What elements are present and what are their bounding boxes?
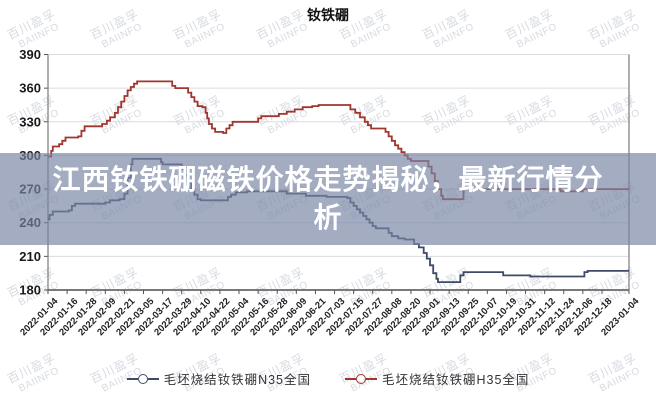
legend-label-n35: 毛坯烧结钕铁硼N35全国 [163, 373, 311, 387]
y-axis-label-390: 390 [19, 47, 41, 62]
y-axis-label-210: 210 [19, 249, 41, 264]
y-axis-label-360: 360 [19, 81, 41, 96]
line-circle-marker-icon [126, 373, 159, 384]
headline-text-line1: 江西钕铁硼磁铁价格走势揭秘，最新行情分 [52, 164, 604, 195]
legend-item-n35[interactable]: 毛坯烧结钕铁硼N35全国 [126, 369, 311, 388]
headline-text-line2: 析 [313, 202, 343, 233]
headline-banner: 江西钕铁硼磁铁价格走势揭秘，最新行情分 析 [0, 153, 656, 245]
y-axis-label-180: 180 [19, 283, 41, 298]
legend-label-h35: 毛坯烧结钕铁硼H35全国 [382, 373, 530, 387]
line-circle-marker-icon [345, 373, 377, 384]
y-axis-label-330: 330 [19, 114, 41, 129]
legend-item-h35[interactable]: 毛坯烧结钕铁硼H35全国 [345, 369, 529, 388]
chart-legend: 毛坯烧结钕铁硼N35全国 毛坯烧结钕铁硼H35全国 [0, 369, 656, 388]
chart-title: 钕铁硼 [307, 7, 349, 23]
